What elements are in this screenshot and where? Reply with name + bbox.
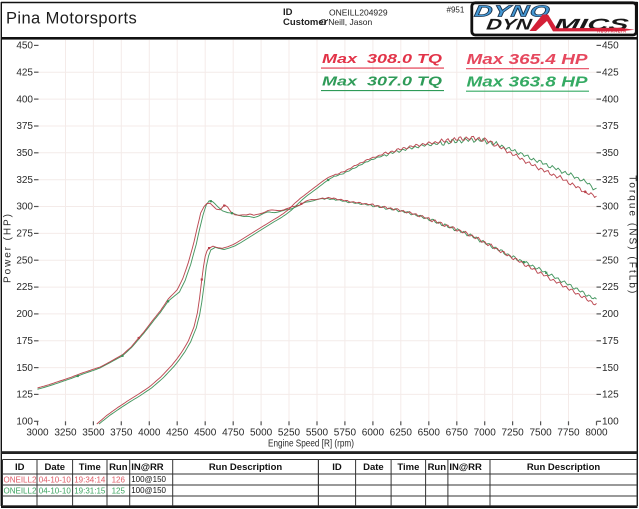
svg-text:6750: 6750 xyxy=(446,428,469,439)
svg-text:200: 200 xyxy=(16,309,33,320)
svg-text:Pina Motorsports: Pina Motorsports xyxy=(6,10,137,28)
svg-text:Torque (NS) (FtLb): Torque (NS) (FtLb) xyxy=(627,175,638,293)
svg-text:Run: Run xyxy=(109,462,128,473)
svg-text:Max 308.0 TQ: Max 308.0 TQ xyxy=(322,51,442,66)
svg-text:375: 375 xyxy=(602,121,619,132)
svg-text:04-10-10: 04-10-10 xyxy=(39,476,72,485)
svg-text:Date: Date xyxy=(363,462,384,473)
svg-text:19:31:15: 19:31:15 xyxy=(74,487,106,496)
svg-text:ID: ID xyxy=(15,462,25,473)
svg-text:5000: 5000 xyxy=(250,428,273,439)
svg-text:125: 125 xyxy=(16,390,33,401)
svg-text:DYNO: DYNO xyxy=(473,3,552,21)
svg-text:ID: ID xyxy=(283,7,293,18)
svg-text:5500: 5500 xyxy=(306,428,329,439)
svg-text:425: 425 xyxy=(16,68,33,79)
svg-text:DYN: DYN xyxy=(485,17,533,34)
svg-text:Run Description: Run Description xyxy=(209,462,283,473)
svg-text:225: 225 xyxy=(16,282,33,293)
svg-text:IN@RR: IN@RR xyxy=(131,462,164,473)
svg-text:6250: 6250 xyxy=(390,428,413,439)
svg-text:100: 100 xyxy=(602,417,619,428)
svg-text:Engine Speed [R] (rpm): Engine Speed [R] (rpm) xyxy=(268,436,354,448)
svg-text:ID: ID xyxy=(332,462,342,473)
svg-text:325: 325 xyxy=(16,175,33,186)
svg-text:400: 400 xyxy=(16,94,33,105)
svg-text:325: 325 xyxy=(602,175,619,186)
svg-text:200: 200 xyxy=(602,309,619,320)
svg-text:Max 365.4 HP: Max 365.4 HP xyxy=(467,52,588,68)
svg-text:Max 363.8 HP: Max 363.8 HP xyxy=(467,74,588,90)
svg-text:7500: 7500 xyxy=(529,428,552,439)
svg-text:100: 100 xyxy=(16,417,33,428)
svg-text:125: 125 xyxy=(602,390,619,401)
svg-text:125: 125 xyxy=(112,487,126,496)
svg-text:300: 300 xyxy=(16,202,33,213)
svg-text:Time: Time xyxy=(397,462,419,473)
svg-text:225: 225 xyxy=(602,282,619,293)
svg-text:#951: #951 xyxy=(447,6,465,15)
svg-text:ONEILL204929: ONEILL204929 xyxy=(4,487,60,496)
svg-text:175: 175 xyxy=(602,336,619,347)
svg-text:450: 450 xyxy=(602,41,619,52)
svg-text:375: 375 xyxy=(16,121,33,132)
svg-text:7750: 7750 xyxy=(557,428,580,439)
svg-text:425: 425 xyxy=(602,68,619,79)
svg-text:5750: 5750 xyxy=(334,428,357,439)
svg-text:4750: 4750 xyxy=(222,428,245,439)
svg-text:IN@RR: IN@RR xyxy=(449,462,482,473)
svg-text:ONEILL204929: ONEILL204929 xyxy=(329,8,388,18)
svg-text:Time: Time xyxy=(79,462,101,473)
svg-text:19:34:14: 19:34:14 xyxy=(74,476,106,485)
svg-text:Power (HP): Power (HP) xyxy=(3,214,14,283)
svg-text:4500: 4500 xyxy=(194,428,217,439)
svg-text:300: 300 xyxy=(602,202,619,213)
svg-text:100@150: 100@150 xyxy=(131,486,166,495)
svg-text:3500: 3500 xyxy=(82,428,105,439)
svg-text:O'Neill, Jason: O'Neill, Jason xyxy=(320,17,372,27)
svg-text:350: 350 xyxy=(16,148,33,159)
svg-text:5250: 5250 xyxy=(278,428,301,439)
svg-text:450: 450 xyxy=(16,41,33,52)
svg-text:175: 175 xyxy=(16,336,33,347)
svg-text:7000: 7000 xyxy=(474,428,497,439)
svg-text:4250: 4250 xyxy=(166,428,189,439)
svg-text:4000: 4000 xyxy=(138,428,161,439)
svg-text:Date: Date xyxy=(45,462,66,473)
svg-text:7250: 7250 xyxy=(501,428,524,439)
svg-text:400: 400 xyxy=(602,94,619,105)
svg-text:8000: 8000 xyxy=(585,428,608,439)
svg-text:Run: Run xyxy=(428,462,447,473)
svg-text:250: 250 xyxy=(602,255,619,266)
svg-text:150: 150 xyxy=(602,363,619,374)
svg-text:150: 150 xyxy=(16,363,33,374)
svg-text:275: 275 xyxy=(16,229,33,240)
svg-text:ONEILL204929: ONEILL204929 xyxy=(4,476,60,485)
svg-text:100@150: 100@150 xyxy=(131,475,166,484)
svg-text:Customer: Customer xyxy=(283,17,328,28)
svg-text:Max 307.0 TQ: Max 307.0 TQ xyxy=(322,74,442,89)
svg-text:AUSTRALIA: AUSTRALIA xyxy=(596,28,627,33)
svg-text:Run Description: Run Description xyxy=(527,462,601,473)
svg-text:350: 350 xyxy=(602,148,619,159)
svg-text:6500: 6500 xyxy=(418,428,441,439)
svg-text:3750: 3750 xyxy=(110,428,133,439)
svg-text:6000: 6000 xyxy=(362,428,385,439)
svg-text:126: 126 xyxy=(112,476,126,485)
svg-text:3000: 3000 xyxy=(26,428,49,439)
svg-text:250: 250 xyxy=(16,255,33,266)
svg-text:275: 275 xyxy=(602,229,619,240)
svg-text:04-10-10: 04-10-10 xyxy=(39,487,72,496)
svg-text:3250: 3250 xyxy=(54,428,77,439)
